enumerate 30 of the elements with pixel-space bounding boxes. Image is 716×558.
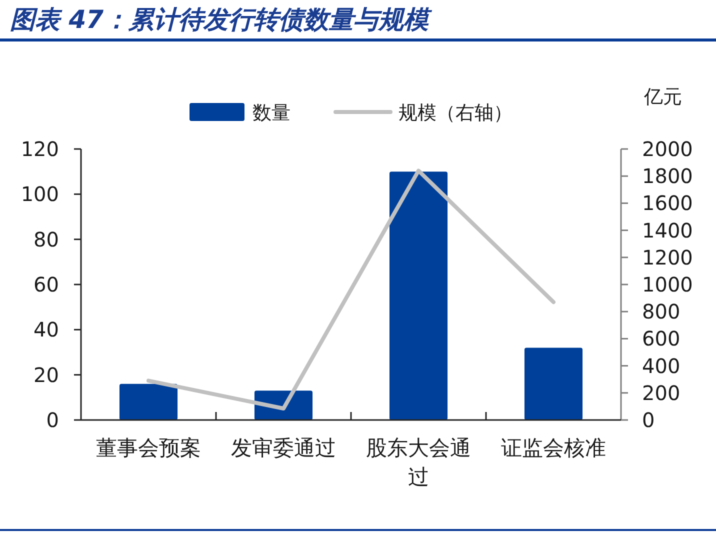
y-tick-label: 40: [34, 318, 59, 342]
y2-axis-title: 亿元: [643, 86, 682, 108]
y-tick-label: 80: [34, 227, 59, 252]
x-tick-label: 证监会核准: [501, 436, 606, 460]
y2-tick-label: 1000: [642, 272, 693, 296]
y-tick-label: 60: [34, 272, 59, 296]
bar: [524, 348, 583, 420]
y-tick-label: 120: [20, 137, 59, 161]
y2-tick-label: 1800: [642, 164, 693, 188]
bar: [389, 172, 448, 420]
y2-tick-label: 0: [642, 408, 655, 432]
legend-label: 规模（右轴）: [398, 102, 512, 124]
x-tick-label: 发审委通过: [231, 436, 336, 460]
y2-tick-label: 800: [642, 300, 680, 324]
y-tick-label: 0: [46, 408, 59, 432]
y2-tick-label: 600: [642, 326, 680, 351]
y2-tick-label: 1400: [642, 218, 693, 242]
x-tick-label: 股东大会通过: [366, 436, 471, 489]
legend-label: 数量: [252, 102, 290, 124]
y2-tick-label: 200: [642, 380, 680, 405]
bar: [119, 384, 178, 420]
y-tick-label: 20: [34, 362, 59, 387]
x-tick-label: 董事会预案: [96, 436, 201, 460]
y2-tick-label: 1600: [642, 191, 693, 216]
y2-tick-label: 1200: [642, 245, 693, 270]
line-series: [146, 168, 556, 410]
chart-title: 图表 47：累计待发行转债数量与规模: [10, 5, 432, 34]
y-tick-label: 100: [20, 182, 59, 206]
y2-tick-label: 400: [642, 354, 680, 378]
y2-tick-label: 2000: [642, 137, 693, 161]
